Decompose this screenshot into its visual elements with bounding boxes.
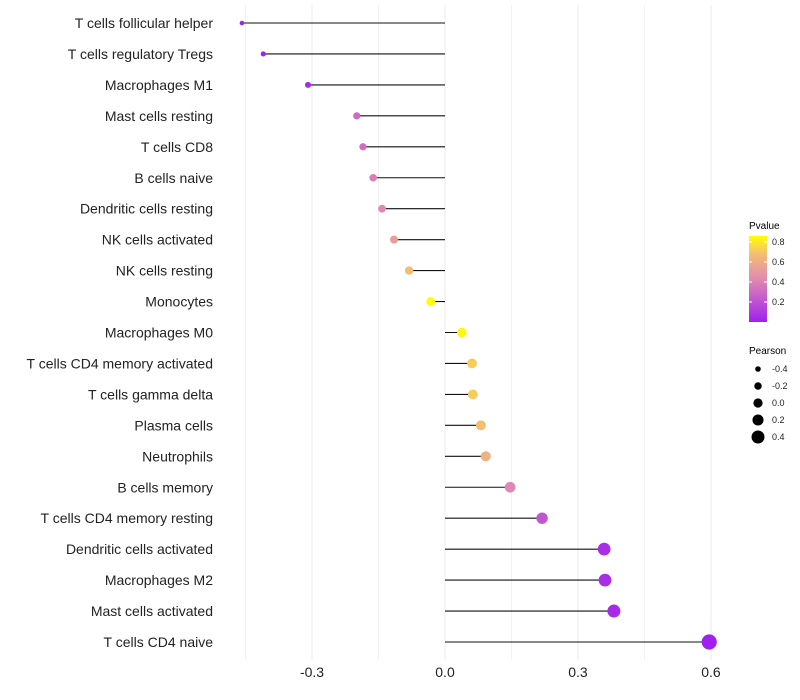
- colorbar-label: 0.2: [772, 297, 785, 307]
- y-category-label: Mast cells resting: [105, 108, 213, 124]
- y-category-label: B cells naive: [134, 170, 213, 186]
- y-category-label: Monocytes: [145, 294, 213, 310]
- size-legend-dot: [753, 398, 763, 408]
- y-category-label: Macrophages M1: [105, 77, 213, 93]
- lollipop-point: [475, 420, 486, 431]
- y-category-label: Dendritic cells resting: [80, 201, 213, 217]
- y-category-label: T cells regulatory Tregs: [68, 46, 213, 62]
- size-legend-label: -0.2: [772, 381, 788, 391]
- lollipop-point: [468, 389, 478, 400]
- lollipop-point: [480, 451, 491, 462]
- lollipop-point: [404, 266, 414, 275]
- lollipop-point: [378, 204, 386, 213]
- y-category-label: Plasma cells: [134, 417, 213, 433]
- lollipop-point: [701, 634, 717, 650]
- lollipop-point: [467, 358, 477, 369]
- x-tick-label: 0.3: [568, 664, 588, 680]
- lollipop-point: [389, 235, 399, 244]
- lollipop-point: [457, 327, 467, 338]
- size-legend-label: -0.4: [772, 364, 788, 374]
- y-category-label: NK cells activated: [102, 232, 213, 248]
- y-category-label: T cells follicular helper: [75, 15, 214, 31]
- lollipop-point: [504, 481, 516, 493]
- lollipop-point: [369, 173, 377, 182]
- lollipop-point: [598, 573, 612, 587]
- y-category-label: Macrophages M0: [105, 325, 213, 341]
- y-category-label: T cells gamma delta: [88, 386, 213, 402]
- colorbar-label: 0.6: [772, 257, 785, 267]
- y-category-label: T cells CD4 naive: [104, 634, 214, 650]
- x-tick-label: -0.3: [300, 664, 324, 680]
- lollipop-point: [607, 604, 621, 618]
- legend-color-title: Pvalue: [749, 221, 780, 232]
- lollipop-point: [304, 81, 312, 88]
- y-category-label: Dendritic cells activated: [66, 541, 213, 557]
- y-category-label: B cells memory: [117, 479, 213, 495]
- lollipop-point: [353, 112, 361, 120]
- legend-size-title: Pearson: [749, 346, 786, 357]
- lollipop-point: [426, 297, 436, 306]
- y-category-label: Mast cells activated: [91, 603, 213, 619]
- size-legend-dot: [755, 366, 761, 372]
- lollipop-point: [536, 512, 548, 524]
- size-legend-label: 0.2: [772, 415, 785, 425]
- y-category-label: T cells CD4 memory resting: [41, 510, 213, 526]
- y-category-label: Macrophages M2: [105, 572, 213, 588]
- y-category-label: NK cells resting: [116, 263, 213, 279]
- colorbar-label: 0.4: [772, 277, 785, 287]
- lollipop-point: [359, 143, 367, 151]
- y-category-label: Neutrophils: [142, 448, 213, 464]
- x-tick-label: 0.0: [435, 664, 455, 680]
- y-category-label: T cells CD4 memory activated: [27, 355, 213, 371]
- colorbar-label: 0.8: [772, 237, 785, 247]
- y-category-label: T cells CD8: [141, 139, 213, 155]
- lollipop-point: [597, 542, 611, 556]
- colorbar: [749, 236, 767, 322]
- lollipop-point: [239, 20, 245, 26]
- x-tick-label: 0.6: [701, 664, 721, 680]
- size-legend-label: 0.4: [772, 432, 785, 442]
- size-legend-dot: [754, 382, 762, 390]
- size-legend-label: 0.0: [772, 398, 785, 408]
- size-legend-dot: [751, 430, 765, 444]
- size-legend-dot: [752, 414, 764, 426]
- lollipop-point: [260, 51, 266, 57]
